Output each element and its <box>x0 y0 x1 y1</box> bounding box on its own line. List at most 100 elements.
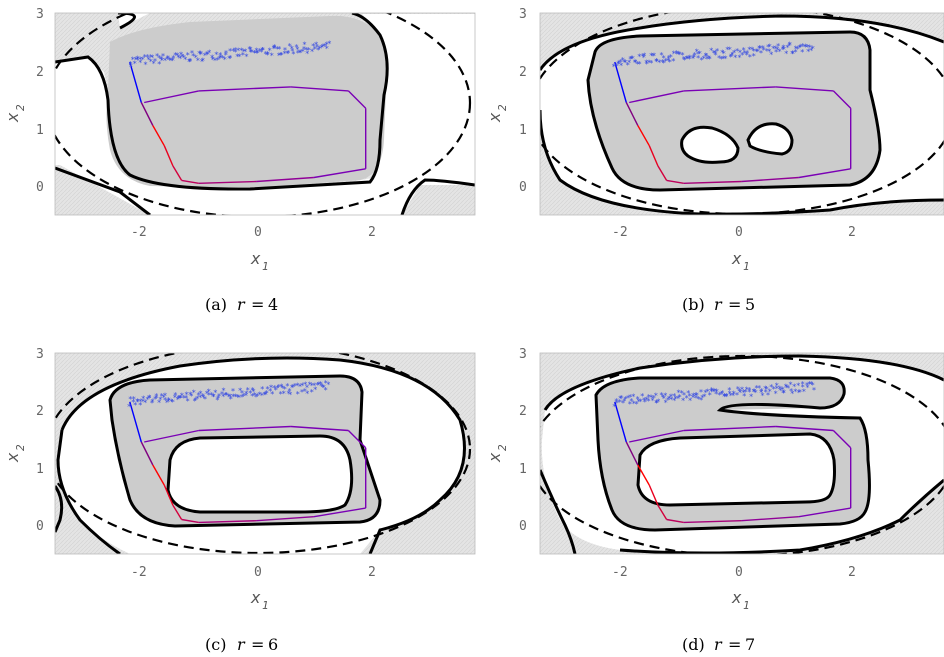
panel-b-scatter-point: * <box>788 41 792 50</box>
panel-b-scatter-point: * <box>698 50 702 59</box>
panel-a-scatter-point: * <box>227 55 231 64</box>
panel-a-scatter-point: * <box>301 48 305 57</box>
panel-c-scatter-point: * <box>251 386 255 395</box>
panel-c-scatter-point: * <box>272 384 276 393</box>
panel-a-scatter-point: * <box>143 53 147 62</box>
panel-a-scatter-point: * <box>233 46 237 55</box>
panel-c-trajectory-segment <box>256 516 314 522</box>
panel-d-scatter-point: * <box>801 380 805 389</box>
panel-b-trajectory: ****************************************… <box>612 41 852 184</box>
panel-b-scatter-point: * <box>724 55 728 64</box>
panel-c-xlabel-sub: 1 <box>262 599 269 612</box>
panel-c-scatter-point: * <box>182 394 186 403</box>
panel-b-scatter-point: * <box>671 57 675 66</box>
panel-c-scatter-point: * <box>296 390 300 399</box>
panel-b-scatter-point: * <box>645 60 649 69</box>
panel-c-scatter-point: * <box>324 379 328 388</box>
panel-d-scatter-point: * <box>669 393 673 402</box>
caption-b: (b) r = 5 <box>682 295 755 314</box>
panel-b-scatter-point: * <box>642 53 646 62</box>
panel-c-ytick-1: 1 <box>36 462 44 477</box>
panel-d-scatter-point: * <box>628 393 632 402</box>
panel-b-scatter-point: * <box>765 47 769 56</box>
panel-a-scatter-point: * <box>261 46 265 55</box>
panel-c-scatter-point: * <box>274 386 278 395</box>
panel-d-scatter-point: * <box>681 396 685 405</box>
panel-a-trajectory-segment <box>347 90 367 109</box>
panel-c-scatter-point: * <box>322 384 326 393</box>
panel-c-scatter-point: * <box>141 394 145 403</box>
panel-a-scatter-point: * <box>258 47 262 56</box>
panel-d-trajectory-segment <box>683 520 742 524</box>
panel-c-scatter-point: * <box>324 386 328 395</box>
panel-b-scatter-point: * <box>666 57 670 66</box>
panel-b-trajectory-segment <box>798 168 851 179</box>
panel-b-scatter-point: * <box>635 60 639 69</box>
panel-c-xtick-2: 2 <box>368 565 376 580</box>
panel-c-scatter-point: * <box>184 394 188 403</box>
panel-b-scatter-point: * <box>660 51 664 60</box>
panel-d-scatter-point: * <box>623 395 627 404</box>
panel-c-scatter-point: * <box>205 389 209 398</box>
panel-d-scatter-point: * <box>709 388 713 397</box>
panel-b-scatter-point: * <box>700 56 704 65</box>
panel-d-trajectory-segment <box>775 425 834 432</box>
panel-d-scatter-point: * <box>666 396 670 405</box>
panel-d-scatter-point: * <box>792 383 796 392</box>
panel-b-xtick-2: 2 <box>848 225 856 240</box>
panel-d-scatter-point: * <box>688 397 692 406</box>
panel-c-scatter-point: * <box>162 394 166 403</box>
panel-b-scatter-point: * <box>675 50 679 59</box>
panel-d-scatter-point: * <box>660 391 664 400</box>
panel-b-scatter-point: * <box>811 45 815 54</box>
panel-a-scatter-point: * <box>298 48 302 57</box>
panel-b-scatter-point: * <box>675 49 679 58</box>
panel-a-scatter-point: * <box>159 55 163 64</box>
panel-c-scatter-point: * <box>242 392 246 401</box>
panel-c-scatter-point: * <box>147 394 151 403</box>
panel-a-scatter-point: * <box>167 56 171 65</box>
panel-a-scatter-point: * <box>221 54 225 63</box>
panel-b-scatter-point: * <box>782 44 786 53</box>
panel-b-scatter-point: * <box>717 54 721 63</box>
panel-a-scatter-point: * <box>206 51 210 60</box>
panel-d-ytick-3: 3 <box>519 347 527 362</box>
panel-c-scatter-point: * <box>147 394 151 403</box>
panel-b-trajectory-segment <box>648 145 659 167</box>
panel-a-trajectory-segment <box>152 125 165 147</box>
panel-b-scatter-point: * <box>616 60 620 69</box>
panel-b-scatter-point: * <box>796 45 800 54</box>
panel-a-scatter-point: * <box>264 50 268 59</box>
panel-b-scatter-point: * <box>774 48 778 57</box>
panel-c-trajectory-segment <box>163 484 174 506</box>
panel-b-scatter-point: * <box>767 48 771 57</box>
panel-d-scatter-point: * <box>729 391 733 400</box>
panel-d-scatter-point: * <box>618 395 622 404</box>
panel-c-scatter-point: * <box>207 391 211 400</box>
panel-b-scatter-point: * <box>800 48 804 57</box>
panel-a-scatter-point: * <box>134 55 138 64</box>
panel-b-scatter-point: * <box>628 55 632 64</box>
panel-d-scatter-point: * <box>766 391 770 400</box>
panel-c-scatter-point: * <box>303 381 307 390</box>
panel-b-scatter-point: * <box>729 52 733 61</box>
panel-d-scatter-point: * <box>737 387 741 396</box>
panel-c-scatter-point: * <box>199 390 203 399</box>
panel-b-ytick-0: 0 <box>519 180 527 195</box>
panel-a-scatter-point: * <box>179 50 183 59</box>
panel-c-trajectory-segment <box>181 518 199 524</box>
panel-c-scatter-point: * <box>197 391 201 400</box>
panel-c-scatter-point: * <box>163 396 167 405</box>
panel-c-scatter-point: * <box>268 387 272 396</box>
panel-a-scatter-point: * <box>241 51 245 60</box>
panel-b-scatter-point: * <box>747 46 751 55</box>
svg-text:=: = <box>251 295 264 314</box>
panel-a-xlabel-sub: 1 <box>262 260 269 273</box>
panel-a-scatter-point: * <box>270 52 274 61</box>
panel-a-scatter-point: * <box>325 44 329 53</box>
panel-d-scatter-point: * <box>706 388 710 397</box>
panel-a-scatter-point: * <box>298 49 302 58</box>
panel-d-scatter-point: * <box>812 386 816 395</box>
panel-b-scatter-point: * <box>769 50 773 59</box>
panel-d-scatter-point: * <box>749 393 753 402</box>
